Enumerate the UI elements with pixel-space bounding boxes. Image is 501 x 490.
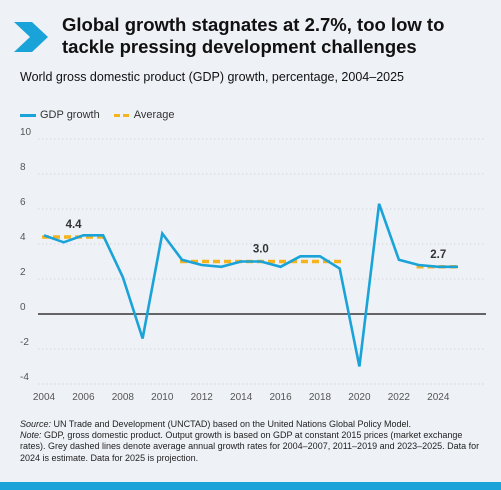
gdp-growth-line bbox=[43, 203, 458, 367]
note-text: GDP, gross domestic product. Output grow… bbox=[20, 430, 480, 463]
x-tick-label: 2016 bbox=[269, 392, 292, 403]
footnote: Source: UN Trade and Development (UNCTAD… bbox=[20, 419, 485, 464]
y-tick-label: -4 bbox=[20, 372, 29, 383]
x-tick-label: 2008 bbox=[112, 392, 135, 403]
chart-title: Global growth stagnates at 2.7%, too low… bbox=[62, 14, 445, 57]
legend-line-swatch bbox=[20, 113, 36, 117]
line-chart: -4 -2 0 2 4 6 8 10 2004 2006 2008 2010 2012 2014 2016 2… bbox=[20, 128, 486, 403]
note-label: Note: bbox=[20, 430, 42, 441]
y-tick-label: 10 bbox=[20, 128, 32, 138]
y-tick-label: 4 bbox=[20, 232, 26, 243]
legend-label-average: Average bbox=[133, 109, 175, 121]
x-tick-label: 2022 bbox=[388, 392, 411, 403]
x-tick-label: 2012 bbox=[191, 392, 214, 403]
legend: GDP growth Average bbox=[20, 109, 189, 121]
x-tick-label: 2014 bbox=[230, 392, 253, 403]
legend-dash-swatch bbox=[113, 113, 130, 117]
bottom-accent-bar bbox=[0, 482, 501, 490]
chevron-icon bbox=[14, 22, 48, 52]
title-block: Global growth stagnates at 2.7%, too low… bbox=[0, 8, 501, 66]
y-tick-label: 0 bbox=[20, 302, 26, 313]
x-tick-label: 2020 bbox=[348, 392, 371, 403]
x-tick-label: 2010 bbox=[151, 392, 174, 403]
x-tick-label: 2024 bbox=[427, 392, 450, 403]
y-tick-label: 8 bbox=[20, 162, 26, 173]
average-label: 3.0 bbox=[253, 244, 269, 256]
y-tick-label: 6 bbox=[20, 197, 26, 208]
source-text: UN Trade and Development (UNCTAD) based … bbox=[51, 419, 412, 429]
x-tick-label: 2018 bbox=[309, 392, 332, 403]
legend-item-average: Average bbox=[113, 109, 175, 121]
x-tick-label: 2004 bbox=[33, 392, 56, 403]
legend-label-gdp: GDP growth bbox=[40, 109, 100, 121]
source-label: Source: bbox=[20, 419, 52, 429]
legend-item-gdp: GDP growth bbox=[20, 109, 100, 121]
average-label: 2.7 bbox=[430, 249, 446, 261]
y-tick-label: -2 bbox=[20, 337, 29, 348]
average-label: 4.4 bbox=[66, 219, 83, 231]
chart-subtitle: World gross domestic product (GDP) growt… bbox=[20, 70, 404, 84]
x-tick-label: 2006 bbox=[72, 392, 95, 403]
y-tick-label: 2 bbox=[20, 267, 26, 278]
